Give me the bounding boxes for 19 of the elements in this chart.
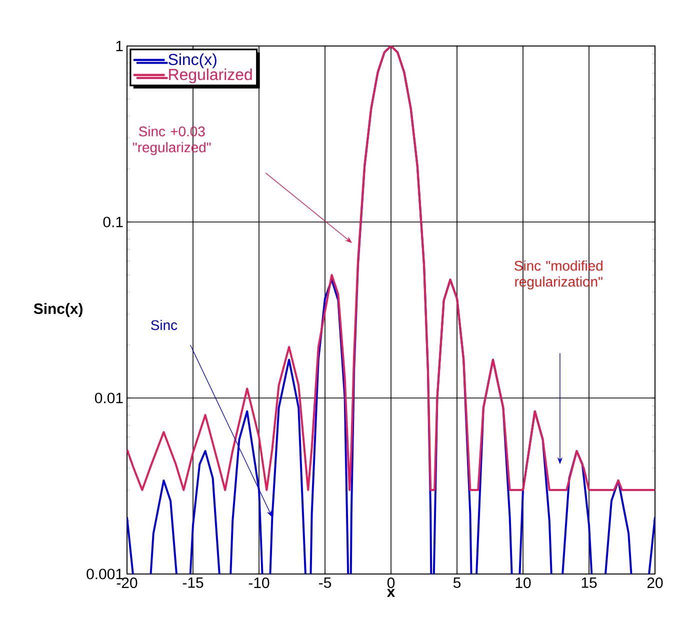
x-tick-label: -20 (116, 578, 138, 588)
y-tick-label: 1 (116, 40, 123, 52)
x-tick-label: -10 (248, 578, 270, 588)
line-series (127, 46, 656, 492)
x-axis-title: x (386, 588, 396, 597)
legend-label: Sinc(x) (168, 53, 216, 68)
y-tick-label: 0.01 (94, 392, 123, 404)
x-tick-label: 10 (516, 578, 531, 588)
x-tick-label: 0 (387, 578, 395, 588)
x-tick-label: 20 (647, 578, 663, 588)
y-tick-label: 0.1 (103, 216, 123, 228)
x-tick-label: -15 (182, 578, 204, 588)
y-axis-title: Sinc(x) (34, 303, 82, 317)
annotation: Sinc (151, 320, 178, 330)
x-tick-label: -5 (319, 578, 332, 588)
x-tick-label: 15 (582, 578, 597, 588)
legend-label: Regularized (169, 68, 252, 84)
y-tick-label: 0.001 (86, 568, 123, 580)
x-tick-label: 5 (453, 578, 461, 588)
